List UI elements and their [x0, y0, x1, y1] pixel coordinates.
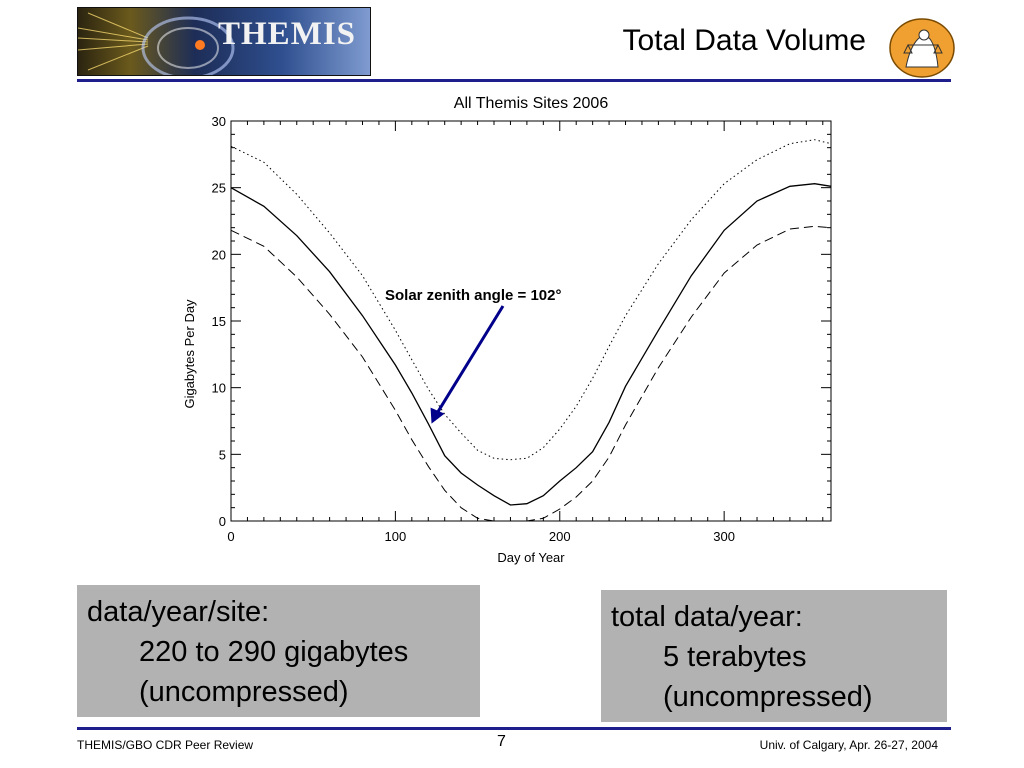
per-site-volume-box: data/year/site: 220 to 290 gigabytes (un… [77, 585, 480, 717]
header-rule [77, 79, 951, 82]
y-tick-label: 15 [212, 314, 226, 329]
y-tick-label: 20 [212, 247, 226, 262]
y-tick-label: 10 [212, 381, 226, 396]
data-volume-chart: All Themis Sites 2006 Day of Year Gigaby… [182, 95, 832, 565]
per-site-note: (uncompressed) [139, 676, 349, 708]
plot-frame [230, 120, 832, 522]
slide-title: Total Data Volume [622, 24, 866, 57]
total-note: (uncompressed) [663, 681, 873, 713]
total-volume-box: total data/year: 5 terabytes (uncompress… [601, 590, 947, 722]
y-axis-label: Gigabytes Per Day [182, 299, 197, 409]
x-tick-label: 0 [227, 529, 234, 544]
y-tick-label: 5 [219, 447, 226, 462]
per-site-heading: data/year/site: [87, 596, 270, 628]
x-axis-label: Day of Year [497, 550, 565, 565]
annotation-label: Solar zenith angle = 102° [385, 287, 561, 304]
series-line-dotted [230, 139, 832, 461]
series-line-dashed [230, 225, 832, 522]
series-line-solid [230, 183, 832, 506]
y-tick-label: 30 [212, 114, 226, 129]
page-number: 7 [497, 733, 506, 750]
aurora-graphic [78, 12, 235, 75]
total-value: 5 terabytes [663, 641, 807, 673]
chart-title: All Themis Sites 2006 [454, 95, 609, 112]
x-tick-label: 200 [549, 529, 571, 544]
themis-logo-banner: THEMIS [77, 7, 371, 76]
annotation-arrow [430, 305, 505, 424]
x-tick-label: 100 [385, 529, 407, 544]
per-site-value: 220 to 290 gigabytes [139, 636, 409, 668]
footer-right-text: Univ. of Calgary, Apr. 26-27, 2004 [759, 738, 938, 752]
themis-seal-icon [889, 18, 955, 78]
total-heading: total data/year: [611, 601, 803, 633]
footer-left-text: THEMIS/GBO CDR Peer Review [77, 738, 254, 752]
x-tick-label: 300 [713, 529, 735, 544]
y-tick-label: 0 [219, 514, 226, 529]
series-layer [230, 139, 832, 522]
footer-rule [77, 727, 951, 730]
logo-text: THEMIS [218, 16, 357, 52]
y-tick-label: 25 [212, 181, 226, 196]
